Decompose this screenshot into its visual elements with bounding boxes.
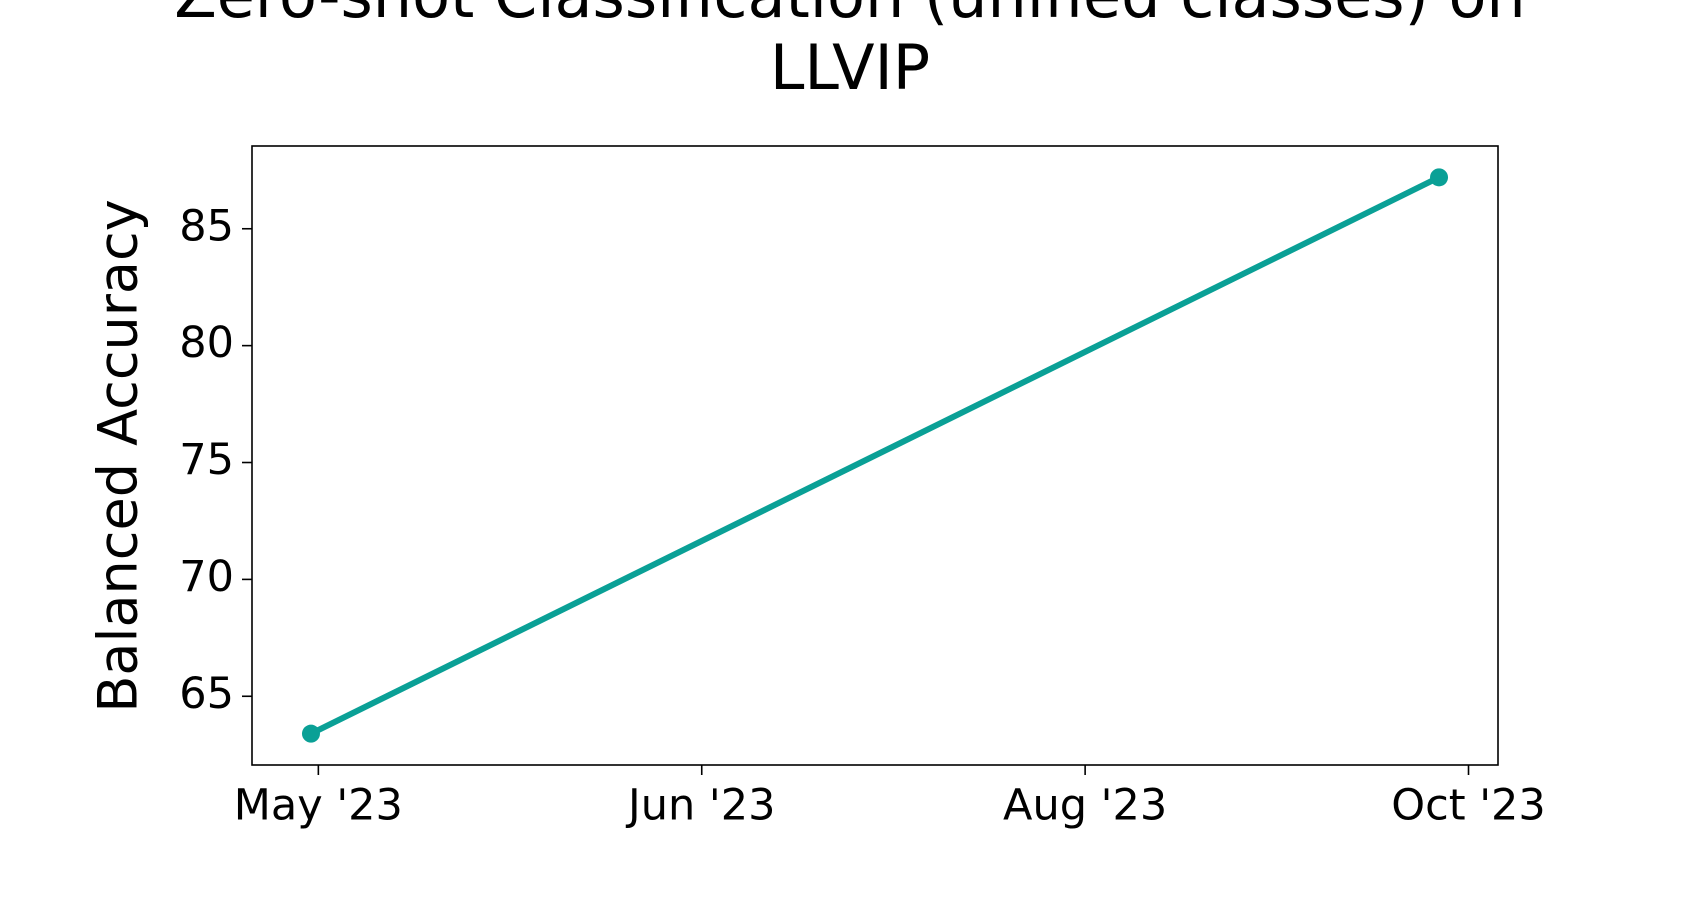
series-line: [309, 174, 1441, 737]
y-tick-label: 70: [179, 552, 234, 602]
x-tick-label: May '23: [234, 781, 403, 831]
y-tick-label: 65: [179, 669, 234, 719]
y-tick-label: 85: [179, 201, 234, 251]
x-tick-label: Jun '23: [625, 781, 775, 831]
title-box: Zero-shot Classification (unified classe…: [174, 0, 1525, 104]
y-axis-label: Balanced Accuracy: [87, 199, 150, 712]
plot-frame: [251, 145, 1499, 766]
chart-title: Zero-shot Classification (unified classe…: [174, 0, 1525, 104]
y-tick-label: 80: [179, 318, 234, 368]
x-tick-label: Oct '23: [1391, 781, 1546, 831]
point: [1430, 168, 1449, 187]
point: [301, 724, 320, 743]
x-tick-label: Aug '23: [1003, 781, 1167, 831]
y-tick-label: 75: [179, 435, 234, 485]
